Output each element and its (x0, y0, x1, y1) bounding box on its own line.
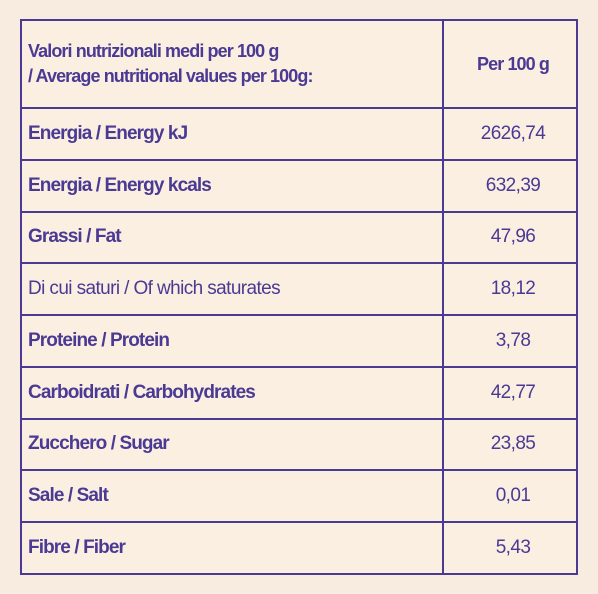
row-label-saturates: Di cui saturi / Of which saturates (20, 262, 444, 316)
row-value-protein: 3,78 (442, 314, 578, 368)
row-value-salt: 0,01 (442, 469, 578, 523)
table-row: Fibre / Fiber 5,43 (20, 521, 578, 575)
row-label-energy-kj: Energia / Energy kJ (20, 107, 444, 161)
row-value-fat: 47,96 (442, 210, 578, 265)
nutrition-table: Valori nutrizionali medi per 100 g / Ave… (20, 19, 578, 575)
header-value-cell: Per 100 g (442, 19, 578, 109)
row-label-protein: Proteine / Protein (20, 314, 444, 368)
row-label-carbohydrates: Carboidrati / Carbohydrates (20, 365, 444, 420)
row-value-fiber: 5,43 (442, 521, 578, 575)
table-row: Carboidrati / Carbohydrates 42,77 (20, 365, 578, 420)
table-header-row: Valori nutrizionali medi per 100 g / Ave… (20, 19, 578, 109)
row-label-salt: Sale / Salt (20, 469, 444, 523)
row-label-fiber: Fibre / Fiber (20, 521, 444, 575)
table-row: Di cui saturi / Of which saturates 18,12 (20, 262, 578, 316)
row-value-energy-kcals: 632,39 (442, 158, 578, 213)
nutrition-table-container: Valori nutrizionali medi per 100 g / Ave… (20, 19, 578, 575)
row-label-fat: Grassi / Fat (20, 210, 444, 265)
header-label-line-2: / Average nutritional values per 100g: (28, 66, 313, 86)
table-row: Energia / Energy kJ 2626,74 (20, 107, 578, 161)
row-value-saturates: 18,12 (442, 262, 578, 316)
header-label-cell: Valori nutrizionali medi per 100 g / Ave… (20, 19, 444, 109)
table-row: Grassi / Fat 47,96 (20, 210, 578, 265)
table-row: Proteine / Protein 3,78 (20, 314, 578, 368)
row-value-carbohydrates: 42,77 (442, 365, 578, 420)
row-label-sugar: Zucchero / Sugar (20, 417, 444, 472)
row-value-energy-kj: 2626,74 (442, 107, 578, 161)
header-label-line-1: Valori nutrizionali medi per 100 g (28, 41, 279, 61)
table-row: Sale / Salt 0,01 (20, 469, 578, 523)
table-row: Energia / Energy kcals 632,39 (20, 158, 578, 213)
table-row: Zucchero / Sugar 23,85 (20, 417, 578, 472)
row-value-sugar: 23,85 (442, 417, 578, 472)
row-label-energy-kcals: Energia / Energy kcals (20, 158, 444, 213)
